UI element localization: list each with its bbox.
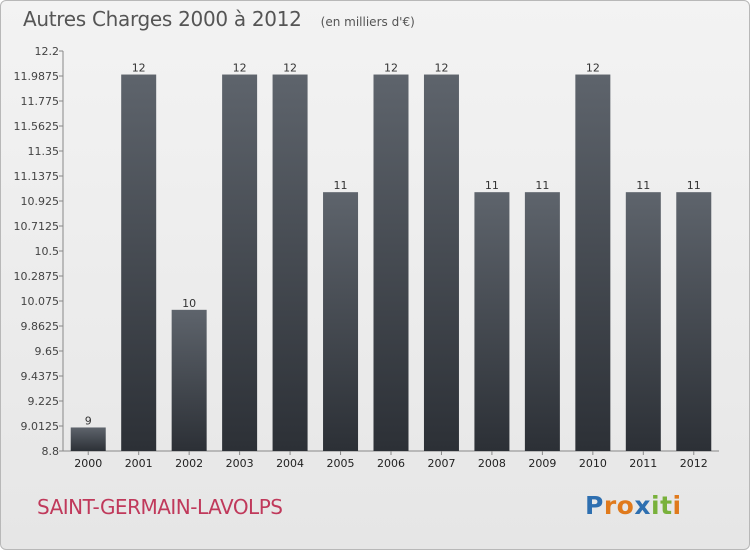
logo-letter: P [585,491,604,520]
logo-letter: i [672,491,682,520]
logo-letter: x [634,491,651,520]
y-tick-label: 10.2875 [14,270,60,283]
bar-2007 [423,74,459,451]
value-label-2000: 9 [85,414,92,427]
chart-title-line: Autres Charges 2000 à 2012 (en milliers … [23,7,415,31]
value-label-2010: 12 [586,62,600,75]
y-tick-label: 10.7125 [14,220,60,233]
value-label-2006: 12 [384,62,398,75]
bar-2004 [272,74,308,451]
x-tick-label-2011: 2011 [629,457,657,470]
x-tick-label-2005: 2005 [327,457,355,470]
y-tick-label: 9.225 [28,395,60,408]
bar-2008 [474,192,510,452]
x-tick-label-2009: 2009 [528,457,556,470]
y-tick-label: 12.2 [35,45,60,58]
x-tick-label-2000: 2000 [74,457,102,470]
x-tick-label-2003: 2003 [226,457,254,470]
x-tick-label-2001: 2001 [125,457,153,470]
y-tick-label: 11.9875 [14,70,60,83]
x-tick-label-2006: 2006 [377,457,405,470]
bar-2012 [676,192,712,452]
value-label-2007: 12 [434,62,448,75]
value-label-2003: 12 [233,62,247,75]
y-tick-label: 11.1375 [14,170,60,183]
chart-title: Autres Charges 2000 à 2012 [23,7,302,31]
value-label-2001: 12 [132,62,146,75]
value-label-2011: 11 [636,179,650,192]
x-tick-label-2012: 2012 [680,457,708,470]
bar-2005 [323,192,359,452]
logo-letter: r [603,491,617,520]
x-tick-label-2004: 2004 [276,457,304,470]
value-label-2012: 11 [687,179,701,192]
y-tick-label: 9.8625 [21,320,60,333]
y-tick-label: 9.65 [35,345,60,358]
y-tick-label: 10.925 [21,195,60,208]
value-label-2005: 11 [334,179,348,192]
y-tick-label: 10.5 [35,245,60,258]
proxiti-logo: Proxiti [585,491,682,520]
y-tick-label: 11.5625 [14,120,60,133]
x-tick-label-2002: 2002 [175,457,203,470]
y-tick-label: 11.35 [28,145,60,158]
bar-2003 [222,74,258,451]
logo-letter: o [616,491,635,520]
commune-name: SAINT-GERMAIN-LAVOLPS [37,495,283,519]
logo-letter: i [651,491,661,520]
x-tick-label-2010: 2010 [579,457,607,470]
y-tick-label: 11.775 [21,95,60,108]
y-tick-label: 9.0125 [21,420,60,433]
bar-2010 [575,74,611,451]
bar-2002 [171,309,207,451]
bar-2006 [373,74,409,451]
logo-letter: t [660,491,673,520]
y-tick-label: 8.8 [42,445,60,458]
chart-axes: 12.2 11.9875 11.775 11.5625 11.35 11.1375 10.9… [14,45,719,470]
x-tick-label-2008: 2008 [478,457,506,470]
bar-2001 [121,74,157,451]
bar-2000 [70,427,106,451]
value-label-2009: 11 [535,179,549,192]
value-label-2002: 10 [182,297,196,310]
x-tick-label-2007: 2007 [427,457,455,470]
y-tick-label: 9.4375 [21,370,60,383]
bar-2009 [524,192,560,452]
chart-bars: 9 12 10 12 12 11 12 12 11 11 12 11 11 [70,62,712,452]
value-label-2008: 11 [485,179,499,192]
bar-2011 [625,192,661,452]
chart-unit-note: (en milliers d'€) [320,15,415,29]
y-tick-label: 10.075 [21,295,60,308]
value-label-2004: 12 [283,62,297,75]
